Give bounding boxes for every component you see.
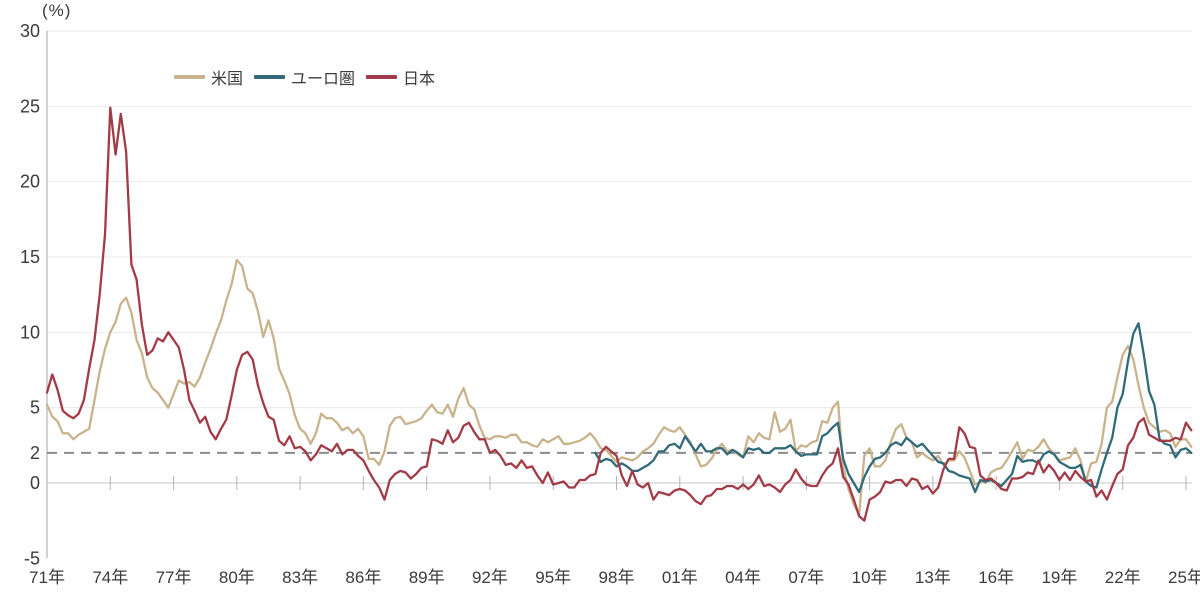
- x-tick-label-2007: 07年: [788, 568, 824, 587]
- us-line-swatch: [174, 75, 205, 79]
- legend-label-us: 米国: [211, 71, 244, 88]
- x-tick-label-1989: 89年: [409, 568, 445, 587]
- legend-item-japan: 日本: [366, 65, 435, 89]
- x-tick-label-2001: 01年: [662, 568, 698, 587]
- legend-label-eurozone: ユーロ圏: [291, 71, 356, 88]
- x-tick-label-2004: 04年: [725, 568, 761, 587]
- x-tick-label-2025: 25年: [1168, 568, 1200, 587]
- y-tick-label-25: 25: [20, 96, 40, 116]
- y-axis-unit-label: (%): [42, 1, 72, 20]
- legend-label-japan: 日本: [403, 71, 436, 88]
- eurozone-line-swatch: [254, 75, 286, 79]
- japan-line-swatch: [366, 75, 398, 79]
- x-tick-label-1977: 77年: [156, 568, 192, 587]
- x-tick-label-1995: 95年: [535, 568, 571, 587]
- x-tick-label-1983: 83年: [282, 568, 318, 587]
- x-tick-label-1974: 74年: [92, 568, 128, 587]
- legend-item-eurozone: ユーロ圏: [254, 65, 355, 89]
- x-tick-label-2019: 19年: [1041, 568, 1077, 587]
- x-tick-label-2022: 22年: [1105, 568, 1141, 587]
- y-tick-label-0: 0: [30, 473, 40, 493]
- x-tick-label-2016: 16年: [978, 568, 1014, 587]
- x-tick-label-2013: 13年: [915, 568, 951, 587]
- series-line-japan: [45, 106, 1193, 522]
- x-tick-label-1986: 86年: [345, 568, 381, 587]
- x-tick-label-1980: 80年: [219, 568, 255, 587]
- series-line-us: [45, 258, 1193, 516]
- y-tick-label-20: 20: [20, 172, 40, 192]
- y-tick-label--5: -5: [24, 548, 40, 568]
- x-tick-label-2010: 10年: [852, 568, 888, 587]
- y-tick-label-5: 5: [30, 398, 40, 418]
- legend: 米国 ユーロ圏 日本: [174, 65, 435, 89]
- x-tick-label-1992: 92年: [472, 568, 508, 587]
- y-tick-label-15: 15: [20, 247, 40, 267]
- y-tick-label-10: 10: [20, 322, 40, 342]
- y-tick-label-30: 30: [20, 21, 40, 41]
- y-tick-label-2: 2: [30, 443, 40, 463]
- x-tick-label-1971: 71年: [29, 568, 65, 587]
- legend-item-us: 米国: [174, 65, 243, 89]
- x-tick-label-1998: 98年: [599, 568, 635, 587]
